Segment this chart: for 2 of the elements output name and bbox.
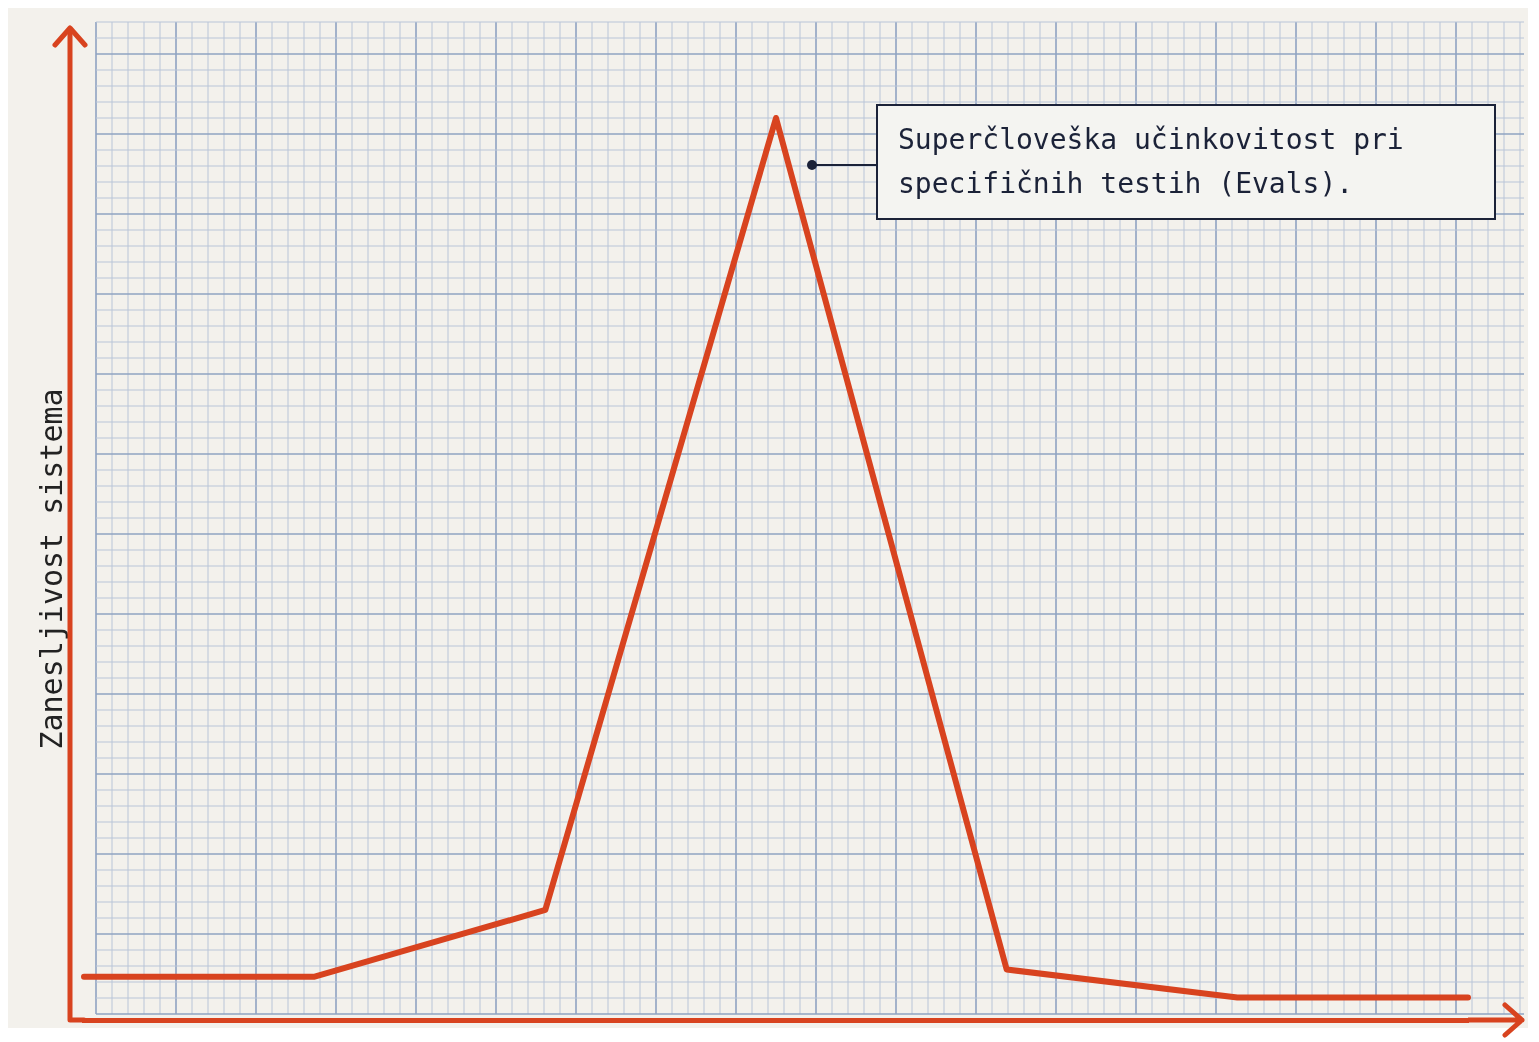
y-axis-title: Zanesljivost sistema (33, 388, 69, 750)
annotation: Superčloveška učinkovitost pri specifičnih testih (Evals). (898, 122, 1405, 202)
